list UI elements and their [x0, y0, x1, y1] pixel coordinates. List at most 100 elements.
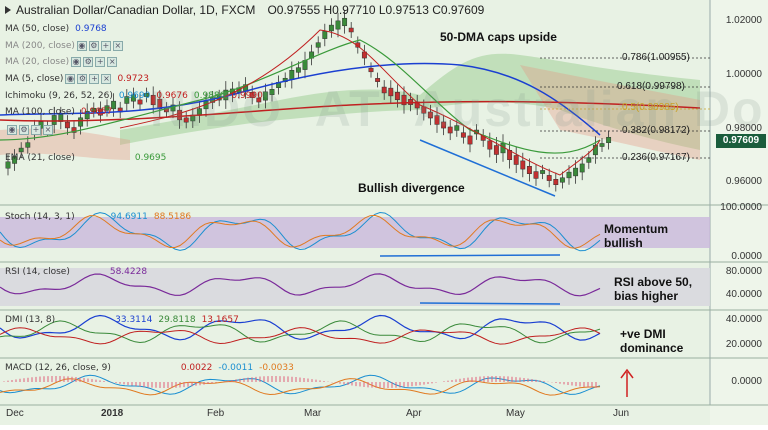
candle-body: [157, 98, 163, 110]
candle-body: [526, 166, 532, 174]
settings-icon[interactable]: ⚙: [77, 74, 88, 84]
ma100-line: [0, 100, 701, 122]
candle-body: [322, 31, 328, 39]
rsi-band: [0, 268, 710, 306]
candle-body: [381, 86, 387, 94]
dmi-tick: 20.0000: [725, 339, 762, 350]
add-icon[interactable]: +: [89, 74, 100, 84]
candle-body: [573, 167, 579, 177]
settings-icon[interactable]: ⚙: [83, 57, 94, 67]
candle-body: [111, 100, 117, 110]
legend-ichimoku[interactable]: Ichimoku (9, 26, 52, 26) 0.9690 0.9676 0…: [5, 91, 263, 101]
legend-ma50[interactable]: MA (50, close) 0.9768: [5, 24, 107, 34]
time-tick: May: [506, 408, 525, 419]
candle-body: [427, 111, 433, 119]
last-price-badge: 0.97609: [716, 134, 766, 148]
close-icon[interactable]: ×: [101, 74, 112, 84]
add-icon[interactable]: +: [95, 57, 106, 67]
ohlc-readout: O0.97555 H0.97710 L0.97513 C0.97609: [267, 3, 485, 17]
stoch-tick: 0.0000: [731, 251, 762, 262]
chart-title-row: Australian Dollar/Canadian Dollar, 1D, F…: [5, 3, 484, 17]
oscillator-line: [0, 378, 601, 396]
legend-ma5[interactable]: MA (5, close) ◉ ⚙ + × 0.9723: [5, 74, 149, 84]
candle-body: [434, 115, 440, 125]
price-tick: 1.00000: [725, 69, 762, 80]
dmi-legend[interactable]: DMI (13, 8) 33.3114 29.8118 13.1657: [5, 315, 239, 325]
close-icon[interactable]: ×: [107, 57, 118, 67]
add-icon[interactable]: +: [100, 41, 111, 51]
legend-ma200[interactable]: MA (200, close) ◉ ⚙ + ×: [5, 41, 123, 51]
time-tick: Dec: [6, 408, 24, 419]
candle-body: [441, 121, 447, 129]
candle-body: [315, 42, 321, 48]
candle-body: [262, 91, 268, 101]
settings-icon[interactable]: ⚙: [88, 41, 99, 51]
macd-legend[interactable]: MACD (12, 26, close, 9) 0.0022 -0.0011 -…: [5, 363, 294, 373]
annotation-caps: 50-DMA caps upside: [440, 30, 557, 44]
stoch-band: [0, 217, 710, 248]
price-tick: 1.02000: [725, 15, 762, 26]
candle-body: [579, 163, 585, 173]
close-icon[interactable]: ×: [43, 125, 53, 135]
time-tick: 2018: [101, 408, 124, 419]
visibility-icon[interactable]: ◉: [65, 74, 76, 84]
add-icon[interactable]: +: [31, 125, 41, 135]
candle-body: [104, 105, 110, 111]
candle-body: [183, 117, 189, 123]
rsi-trendline: [419, 302, 561, 305]
rsi-legend[interactable]: RSI (14, close) 58.4228: [5, 267, 148, 277]
dmi-tick: 40.0000: [725, 314, 762, 325]
settings-icon[interactable]: ⚙: [19, 125, 29, 135]
visibility-icon[interactable]: ◉: [76, 41, 87, 51]
time-tick: Jun: [613, 408, 630, 419]
chart-title: Australian Dollar/Canadian Dollar, 1D, F…: [16, 3, 256, 17]
candle-body: [5, 161, 11, 169]
legend-ema21-controls[interactable]: ◉ ⚙ + ×: [5, 125, 53, 135]
macd-arrow-head: [620, 368, 634, 379]
price-axis-strip: [710, 0, 768, 425]
candle-body: [335, 20, 341, 30]
candle-body: [394, 91, 400, 101]
legend-ma100[interactable]: MA (100, close) 0.9657: [5, 107, 113, 117]
visibility-icon[interactable]: ◉: [7, 125, 17, 135]
candle-body: [18, 147, 24, 153]
rsi-tick: 40.0000: [725, 289, 762, 300]
rsi-tick: 80.0000: [725, 266, 762, 277]
candle-body: [256, 97, 262, 103]
oscillator-line: [0, 314, 601, 341]
legend-ema21[interactable]: EMA (21, close) 0.9695: [5, 153, 167, 163]
close-icon[interactable]: ×: [112, 41, 123, 51]
candle-body: [295, 67, 301, 73]
fib-level-382: 0.382(0.98172): [622, 125, 690, 136]
candle-body: [520, 160, 526, 170]
legend-ma20[interactable]: MA (20, close) ◉ ⚙ + ×: [5, 57, 118, 67]
collapse-arrow-icon[interactable]: [5, 6, 11, 14]
candle-body: [606, 136, 612, 144]
oscillator-line: [0, 273, 601, 297]
candle-body: [328, 24, 334, 32]
candle-body: [493, 145, 499, 155]
candle-body: [64, 121, 70, 129]
oscillator-line: [0, 211, 601, 252]
candle-body: [249, 92, 255, 98]
candle-body: [447, 126, 453, 134]
macd-tick: 0.0000: [731, 376, 762, 387]
fib-level-500: 0.5(0.98985): [622, 102, 679, 113]
annotation-dmi: +ve DMI dominance: [620, 327, 684, 355]
fib-level-786: 0.786(1.00955): [622, 52, 690, 63]
candle-body: [130, 94, 136, 102]
candle-body: [375, 78, 381, 82]
candle-body: [84, 110, 90, 120]
candle-body: [137, 99, 143, 105]
candle-body: [269, 89, 275, 95]
visibility-icon[interactable]: ◉: [71, 57, 82, 67]
candle-body: [144, 93, 150, 97]
annotation-momentum: Momentum bullish: [604, 222, 668, 250]
candle-body: [78, 117, 84, 127]
stoch-legend[interactable]: Stoch (14, 3, 1) 94.6911 88.5186: [5, 212, 192, 222]
candle-body: [487, 140, 493, 150]
candle-body: [599, 143, 605, 147]
oscillator-line: [0, 320, 601, 344]
